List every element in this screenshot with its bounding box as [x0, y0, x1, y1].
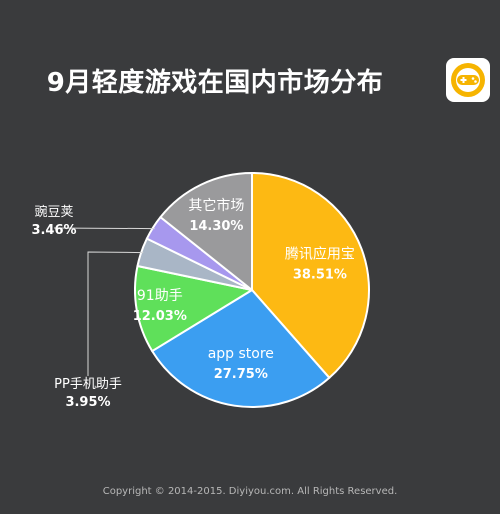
pie-slice [151, 289, 331, 408]
leader-line [53, 227, 155, 230]
pie-slice [134, 264, 253, 353]
leader-line [87, 251, 144, 376]
slice-label: 腾讯应用宝 [285, 245, 355, 262]
slice-value-label: 14.30% [189, 219, 243, 234]
gamepad-icon [446, 58, 490, 102]
slice-value-label: 12.03% [133, 309, 187, 324]
slice-label: 其它市场 [188, 197, 244, 214]
slice-label: app store [208, 346, 274, 362]
outside-slice-label: 豌豆荚 [34, 204, 73, 220]
slice-value-label: 27.75% [214, 367, 268, 382]
copyright-notice: Copyright © 2014-2015. Diyiyou.com. All … [102, 486, 398, 497]
outside-slice-label: PP手机助手 [54, 377, 122, 392]
outside-slice-value-label: 3.95% [65, 395, 110, 410]
slice-value-label: 38.51% [293, 267, 347, 282]
outside-slice-value-label: 3.46% [31, 223, 76, 238]
slice-label: 91助手 [137, 288, 183, 304]
pie-slice [251, 172, 370, 379]
pie-slice [159, 172, 253, 291]
chart-title: 9月轻度游戏在国内市场分布 [46, 68, 384, 98]
